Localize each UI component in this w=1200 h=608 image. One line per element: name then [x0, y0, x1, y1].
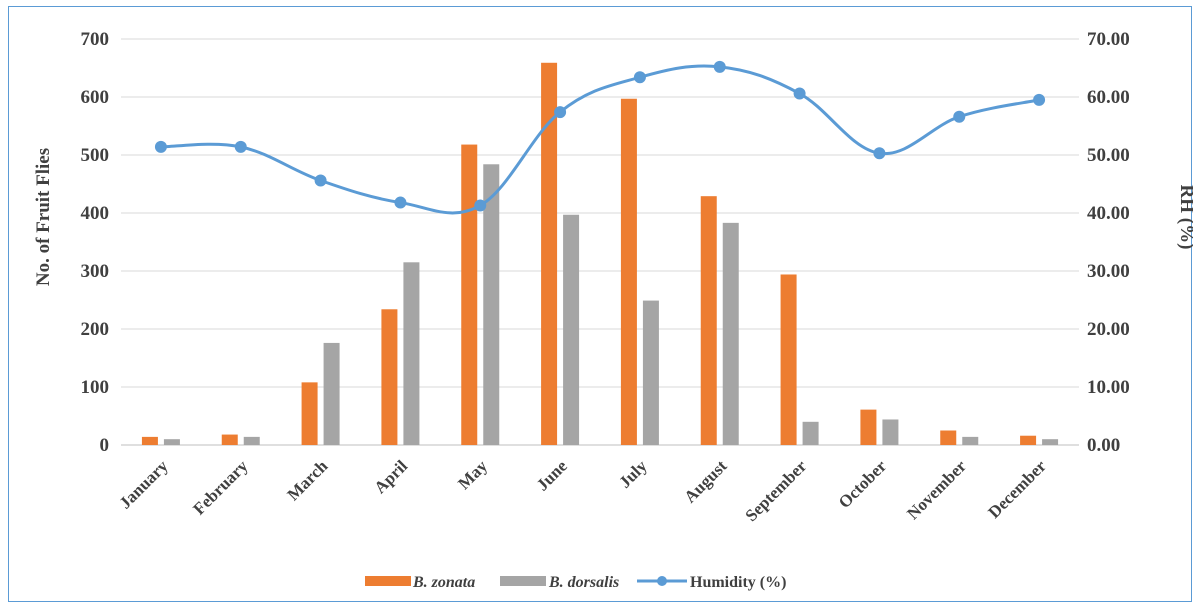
y2-tick-label: 60.00 — [1087, 87, 1130, 108]
humidity-line-series — [154, 60, 1046, 215]
bar-bdorsalis — [563, 214, 580, 445]
humidity-point — [953, 110, 966, 123]
combo-chart: 0 100 200 300 400 500 600 700 0.00 10.00 20.00 30.… — [33, 29, 1197, 591]
y2-tick-label: 70.00 — [1087, 29, 1130, 50]
y2-tick-label: 40.00 — [1087, 203, 1130, 224]
x-category-label: July — [615, 456, 651, 492]
gridlines — [121, 38, 1079, 446]
bar-bzonata — [541, 62, 558, 445]
y2-axis-title: RH (%) — [1176, 185, 1193, 250]
y-tick-label: 100 — [81, 377, 110, 398]
bar-bdorsalis — [802, 421, 819, 445]
y-tick-label: 300 — [81, 261, 110, 282]
y-tick-label: 200 — [81, 319, 110, 340]
y-tick-label: 700 — [81, 29, 110, 50]
x-category-label: January — [116, 456, 173, 513]
x-category-label: May — [454, 456, 491, 493]
bar-bzonata — [700, 196, 717, 445]
bar-bdorsalis — [163, 439, 180, 445]
x-category-label: November — [903, 456, 970, 523]
bar-bzonata — [940, 430, 957, 445]
bar-series — [141, 62, 1059, 446]
humidity-line — [160, 64, 1040, 215]
legend-label-dorsalis: B. dorsalis — [548, 574, 619, 591]
y-tick-label: 500 — [81, 145, 110, 166]
humidity-point — [154, 140, 167, 153]
bar-bdorsalis — [403, 262, 420, 445]
humidity-point — [554, 106, 567, 119]
bar-bzonata — [301, 382, 318, 445]
legend-swatch-zonata — [365, 576, 411, 586]
y-tick-label: 0 — [100, 435, 110, 456]
y-tick-label: 400 — [81, 203, 110, 224]
bar-bdorsalis — [962, 436, 979, 445]
y2-tick-label: 30.00 — [1087, 261, 1130, 282]
bar-bzonata — [221, 434, 238, 445]
humidity-point — [314, 174, 327, 187]
x-category-label: March — [283, 456, 331, 504]
y2-tick-label: 0.00 — [1087, 435, 1120, 456]
category-labels: January February March April May June July Augu… — [116, 456, 1051, 525]
bar-bzonata — [620, 98, 637, 446]
left-axis-ticks: 0 100 200 300 400 500 600 700 — [81, 29, 110, 456]
x-category-label: February — [189, 456, 252, 519]
legend-swatch-dorsalis — [500, 576, 546, 586]
legend: B. zonata B. dorsalis Humidity (%) — [365, 574, 786, 591]
y2-tick-label: 20.00 — [1087, 319, 1130, 340]
y-tick-label: 600 — [81, 87, 110, 108]
chart-frame: 0 100 200 300 400 500 600 700 0.00 10.00 20.00 30.… — [8, 6, 1197, 602]
humidity-point — [1033, 93, 1046, 106]
humidity-point — [793, 87, 806, 100]
x-category-label: September — [742, 456, 811, 525]
bar-bzonata — [381, 309, 398, 445]
humidity-point — [474, 199, 487, 212]
legend-label-zonata: B. zonata — [412, 574, 475, 591]
bar-bzonata — [141, 436, 158, 445]
humidity-point — [873, 147, 886, 160]
bar-bzonata — [780, 274, 797, 445]
right-axis-ticks: 0.00 10.00 20.00 30.00 40.00 50.00 60.00 70.00 — [1087, 29, 1130, 456]
x-category-label: June — [533, 456, 571, 494]
bar-bdorsalis — [323, 342, 340, 445]
bar-bdorsalis — [722, 222, 739, 445]
humidity-point — [633, 71, 646, 84]
legend-marker-humidity — [657, 576, 667, 586]
y2-tick-label: 10.00 — [1087, 377, 1130, 398]
bar-bdorsalis — [483, 164, 500, 445]
y2-tick-label: 50.00 — [1087, 145, 1130, 166]
bar-bzonata — [860, 409, 877, 445]
bar-bdorsalis — [642, 300, 659, 445]
bar-bzonata — [1020, 435, 1037, 445]
humidity-point — [394, 196, 407, 209]
y-axis-title: No. of Fruit Flies — [33, 148, 54, 286]
humidity-point — [713, 60, 726, 73]
legend-label-humidity: Humidity (%) — [690, 574, 786, 591]
humidity-point — [234, 140, 247, 153]
bar-bzonata — [461, 144, 478, 445]
x-category-label: December — [984, 456, 1050, 522]
x-category-label: August — [680, 456, 730, 506]
bar-bdorsalis — [243, 436, 260, 445]
x-category-label: October — [835, 456, 891, 512]
bar-bdorsalis — [882, 419, 899, 445]
bar-bdorsalis — [1042, 439, 1059, 445]
x-category-label: April — [370, 456, 411, 497]
